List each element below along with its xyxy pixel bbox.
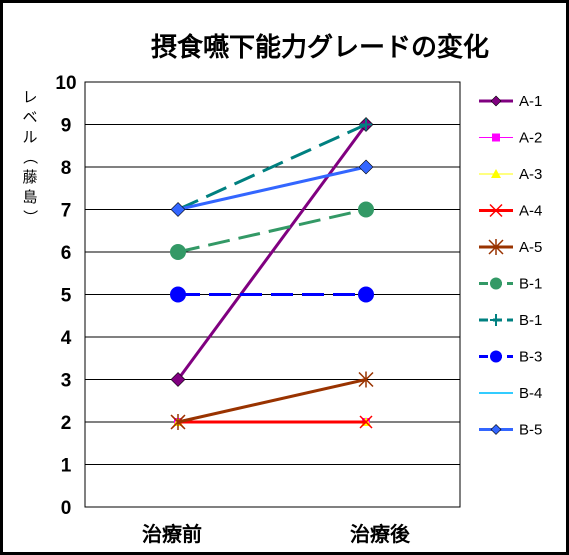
y-axis-label-char: 藤 <box>22 168 37 186</box>
legend-label: A-5 <box>519 239 542 256</box>
marker-triangle <box>491 169 501 178</box>
marker-star <box>488 239 504 255</box>
chart-title: 摂食嚥下能力グレードの変化 <box>151 32 489 63</box>
marker-x <box>359 415 373 429</box>
y-tick-label: 6 <box>61 243 72 264</box>
series-a-5 <box>170 371 374 430</box>
series-line <box>177 165 367 211</box>
y-tick-label: 5 <box>61 286 72 307</box>
legend-label: B-1 <box>519 276 542 293</box>
legend-label: A-1 <box>519 93 542 110</box>
series-layer <box>170 117 374 430</box>
legend-item: B-3 <box>479 349 542 366</box>
legend-item: A-4 <box>479 203 542 220</box>
marker-diamond <box>490 95 502 107</box>
marker-square <box>492 133 500 142</box>
legend-label: B-3 <box>519 349 542 366</box>
legend-label: A-3 <box>519 166 542 183</box>
series-line <box>177 123 367 211</box>
marker-diamond <box>358 159 374 175</box>
legend-item: B-5 <box>479 422 542 439</box>
series-b-5 <box>170 159 374 217</box>
series-b-1 <box>170 201 374 260</box>
y-tick-label: 8 <box>61 158 72 179</box>
y-axis-label-char: 島 <box>22 188 37 206</box>
y-tick-label: 7 <box>61 201 72 222</box>
y-axis-label-char: （ <box>21 149 39 164</box>
series-a-1 <box>170 117 374 387</box>
y-tick-label: 2 <box>61 413 72 434</box>
y-axis-label-char: ル <box>22 128 37 146</box>
legend-item: A-5 <box>479 239 542 256</box>
y-axis-label-char: ） <box>21 209 39 224</box>
marker-plus <box>490 314 502 326</box>
legend-item: A-1 <box>479 93 542 110</box>
marker-diamond <box>170 372 186 387</box>
x-axis-ticks: 治療前 治療後 <box>142 522 411 546</box>
legend-label: A-4 <box>519 203 542 220</box>
marker-circle <box>358 286 374 303</box>
marker-circle <box>170 286 186 303</box>
legend-label: B-1 <box>519 312 542 329</box>
marker-plus <box>360 118 372 131</box>
series-line <box>177 208 367 254</box>
y-tick-label: 0 <box>61 498 72 519</box>
legend-item: B-1 <box>479 312 542 329</box>
series-b-3 <box>170 286 374 303</box>
legend: A-1 A-2 A-3 A-4 A-5 B-1 B-1 B-3 B-4 B-5 <box>479 93 542 439</box>
x-tick-label: 治療後 <box>350 522 411 546</box>
marker-circle <box>490 350 502 363</box>
y-axis-label-char: レ <box>22 88 37 106</box>
y-tick-label: 1 <box>61 456 72 477</box>
marker-circle <box>490 277 502 290</box>
y-tick-label: 3 <box>61 371 72 392</box>
marker-diamond <box>170 202 186 217</box>
y-tick-label: 9 <box>61 116 72 137</box>
marker-circle <box>170 244 186 260</box>
legend-label: A-2 <box>519 130 542 147</box>
marker-circle <box>358 201 374 218</box>
legend-item: B-1 <box>479 276 542 293</box>
y-axis-ticks: 0 1 2 3 4 5 6 7 8 9 10 <box>55 73 76 519</box>
plot-area <box>84 81 461 508</box>
marker-star <box>170 414 186 430</box>
legend-item: A-2 <box>479 130 542 147</box>
legend-item: B-4 <box>479 385 542 402</box>
marker-star <box>358 371 374 388</box>
y-axis-label-char: ベ <box>22 108 37 126</box>
y-tick-label: 10 <box>55 73 76 94</box>
legend-label: B-4 <box>519 385 542 402</box>
y-tick-label: 4 <box>61 328 72 349</box>
x-tick-label: 治療前 <box>142 522 202 546</box>
legend-label: B-5 <box>519 422 542 439</box>
marker-x <box>489 203 503 218</box>
series-line <box>177 378 367 424</box>
marker-diamond <box>490 424 502 435</box>
y-axis-label: レベル （ 藤島 ） <box>21 88 39 225</box>
series-line <box>176 123 368 381</box>
legend-item: A-3 <box>479 166 542 183</box>
